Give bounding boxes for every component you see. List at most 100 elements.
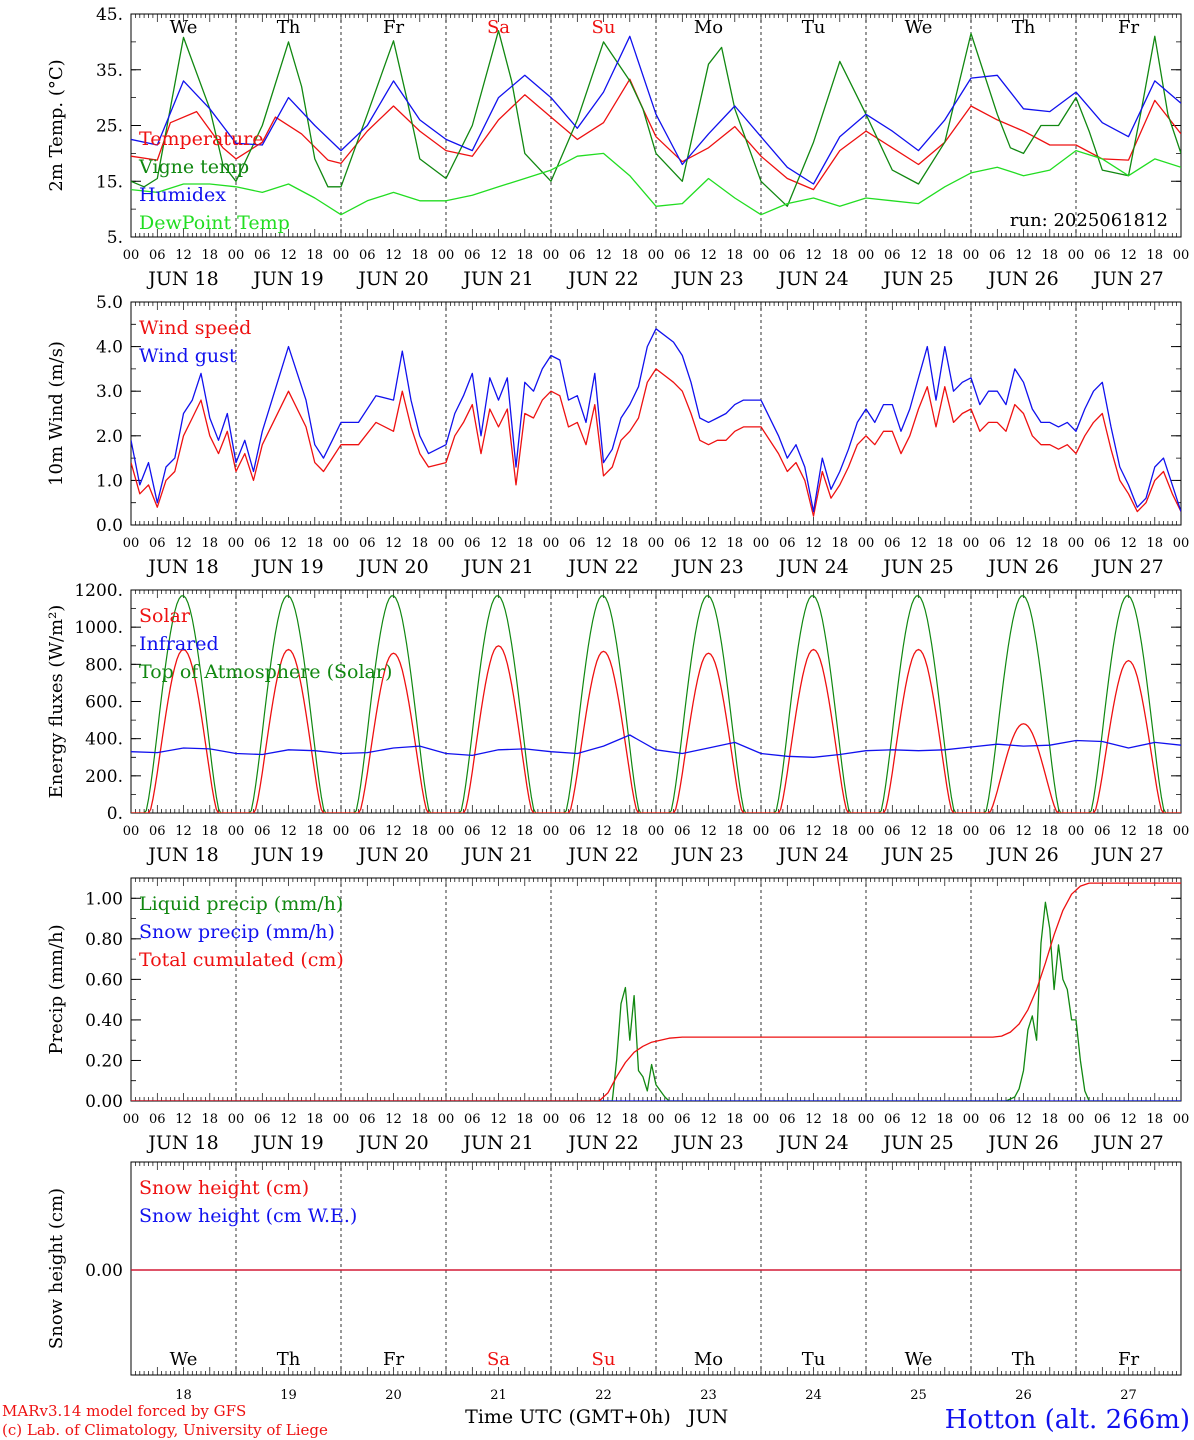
- x-day-label: JUN 22: [566, 556, 638, 578]
- x-day-label: JUN 19: [251, 1132, 323, 1154]
- x-day-label: JUN 20: [356, 1132, 428, 1154]
- day-number-label: 27: [1120, 1388, 1137, 1403]
- day-number-label: 21: [490, 1388, 507, 1403]
- x-hour-label: 00: [543, 536, 560, 551]
- weekday-label: Fr: [383, 1349, 404, 1370]
- y-tick-label: 600.: [85, 693, 123, 713]
- x-hour-label: 12: [700, 248, 717, 263]
- x-hour-label: 06: [464, 248, 481, 263]
- legend-entry: DewPoint Temp: [139, 212, 290, 234]
- x-hour-label: 12: [1120, 248, 1137, 263]
- x-hour-label: 00: [753, 536, 770, 551]
- x-hour-label: 06: [254, 248, 271, 263]
- x-hour-label: 00: [123, 1112, 140, 1127]
- legend-entry: Wind speed: [139, 317, 251, 339]
- weekday-label: Su: [592, 17, 616, 38]
- x-hour-label: 00: [963, 824, 980, 839]
- x-hour-label: 00: [438, 1112, 455, 1127]
- x-hour-label: 12: [910, 824, 927, 839]
- x-day-label: JUN 26: [986, 1132, 1058, 1154]
- weekday-label: Th: [277, 1349, 301, 1370]
- plot-frame: [130, 589, 1182, 814]
- x-hour-label: 00: [1068, 1112, 1085, 1127]
- x-hour-label: 06: [989, 1112, 1006, 1127]
- x-hour-label: 18: [1146, 536, 1163, 551]
- x-hour-label: 06: [254, 824, 271, 839]
- x-hour-label: 00: [648, 1112, 665, 1127]
- x-day-label: JUN 24: [776, 268, 848, 290]
- x-hour-label: 18: [1146, 1112, 1163, 1127]
- x-hour-label: 06: [1094, 536, 1111, 551]
- panel-1: 5. 15. 25. 35. 45. 2m Temp. (°C) 00 06 12 18 JUN 1…: [46, 5, 1189, 290]
- x-day-label: JUN 26: [986, 556, 1058, 578]
- y-axis-title: 2m Temp. (°C): [46, 59, 67, 191]
- x-hour-label: 00: [858, 248, 875, 263]
- x-day-label: JUN 24: [776, 1132, 848, 1154]
- series-layer: [131, 30, 1181, 216]
- series-line-vigne-temp: [131, 30, 1181, 207]
- series-line-humidex: [131, 35, 1181, 185]
- series-line-wind-speed: [131, 368, 1181, 517]
- x-hour-label: 00: [648, 248, 665, 263]
- weekday-label: Th: [1012, 1349, 1036, 1370]
- x-hour-label: 12: [280, 1112, 297, 1127]
- x-hour-label: 06: [884, 248, 901, 263]
- x-hour-label: 06: [569, 248, 586, 263]
- x-hour-label: 06: [884, 1112, 901, 1127]
- legend-entry: Solar: [139, 605, 191, 627]
- x-hour-label: 06: [1094, 824, 1111, 839]
- x-day-label: JUN 19: [251, 844, 323, 866]
- series-line-solar: [131, 645, 1181, 813]
- y-tick-label: 0.00: [85, 1261, 123, 1281]
- weekday-label: Tu: [802, 17, 826, 38]
- x-hour-label: 18: [726, 1112, 743, 1127]
- x-hour-label: 06: [674, 824, 691, 839]
- x-hour-label: 00: [228, 248, 245, 263]
- x-day-label: JUN 19: [251, 268, 323, 290]
- x-hour-label: 12: [595, 248, 612, 263]
- x-hour-label: 18: [411, 536, 428, 551]
- y-minor-ticks: [131, 589, 1181, 814]
- x-hour-label: 06: [464, 824, 481, 839]
- x-day-label: JUN 24: [776, 556, 848, 578]
- x-hour-label: 00: [1173, 536, 1190, 551]
- x-hour-label: 00: [1068, 536, 1085, 551]
- series-line-liquid-precip-mm-h: [131, 901, 1181, 1101]
- x-hour-label: 12: [490, 248, 507, 263]
- x-hour-label: 00: [543, 1112, 560, 1127]
- x-hour-label: 12: [595, 824, 612, 839]
- x-hour-label: 18: [726, 536, 743, 551]
- x-day-label: JUN 26: [986, 844, 1058, 866]
- weekday-label: We: [170, 17, 198, 38]
- x-hour-label: 12: [280, 248, 297, 263]
- weekday-label: We: [170, 1349, 198, 1370]
- run-label: run: 2025061812: [1010, 210, 1168, 231]
- x-hour-label: 18: [201, 248, 218, 263]
- y-tick-label: 2.0: [96, 427, 123, 447]
- legend-entry: Infrared: [139, 633, 219, 655]
- x-hour-label: 12: [910, 1112, 927, 1127]
- x-hour-label: 00: [123, 824, 140, 839]
- x-hour-label: 18: [726, 824, 743, 839]
- x-hour-label: 06: [674, 248, 691, 263]
- x-hour-label: 06: [254, 1112, 271, 1127]
- x-day-label: JUN 23: [671, 556, 743, 578]
- x-hour-label: 06: [149, 824, 166, 839]
- x-hour-label: 12: [175, 536, 192, 551]
- x-day-label: JUN 18: [146, 268, 218, 290]
- day-number-label: 24: [805, 1388, 822, 1403]
- panel-2: 0.0 1.0 2.0 3.0 4.0 5.0 10m Wind (m/s) 00 06 12 18…: [46, 293, 1189, 578]
- x-hour-label: 06: [1094, 248, 1111, 263]
- x-day-label: JUN 23: [671, 844, 743, 866]
- day-number-label: 26: [1015, 1388, 1032, 1403]
- y-tick-label: 800.: [85, 655, 123, 675]
- x-day-label: JUN 25: [881, 1132, 953, 1154]
- series-layer: [131, 595, 1181, 813]
- x-hour-label: 00: [543, 824, 560, 839]
- x-day-label: JUN 20: [356, 556, 428, 578]
- weekday-label: Fr: [383, 17, 404, 38]
- x-hour-label: 12: [175, 1112, 192, 1127]
- weekday-label: Th: [1012, 17, 1036, 38]
- x-hour-label: 06: [359, 248, 376, 263]
- x-hour-label: 18: [936, 536, 953, 551]
